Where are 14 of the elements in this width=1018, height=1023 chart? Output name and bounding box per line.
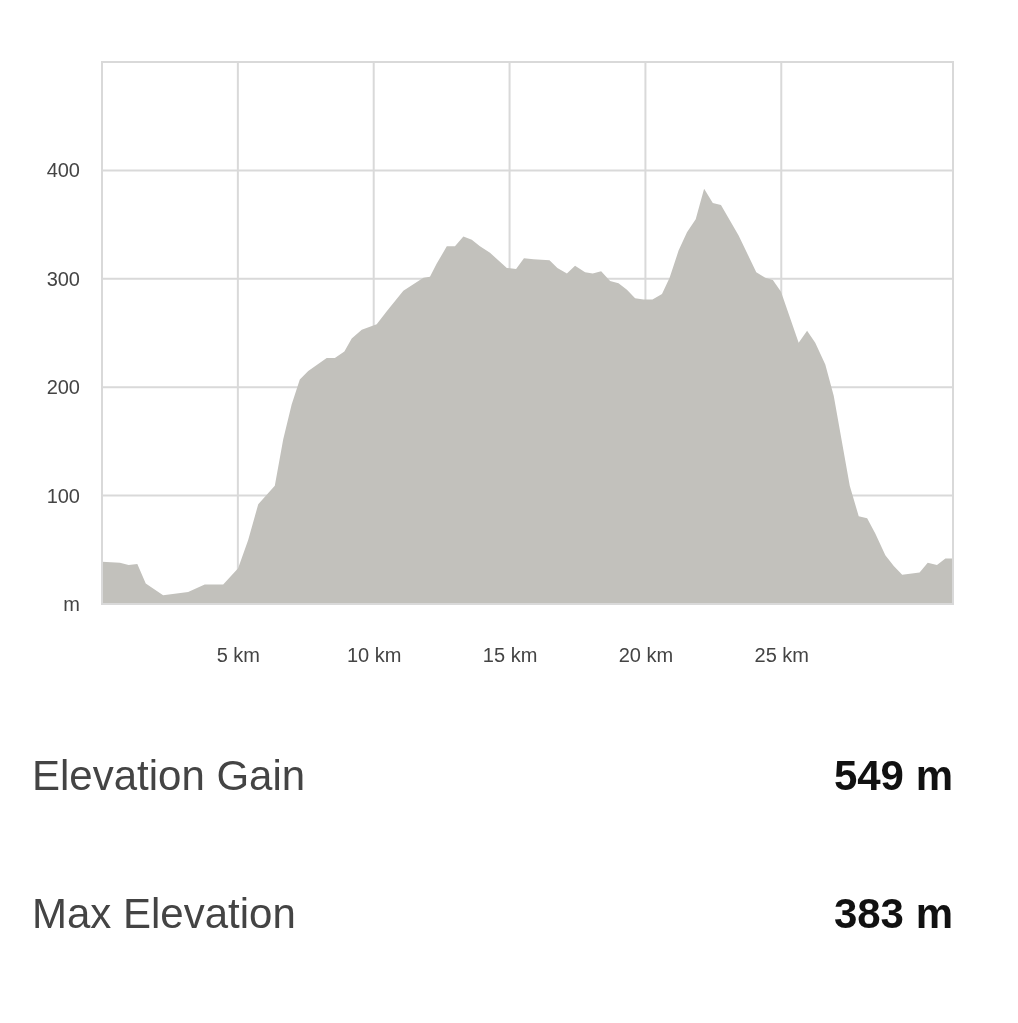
text: 383 m (833, 890, 953, 937)
x-tick-label: 15 km (482, 644, 538, 667)
text: Elevation Gain (32, 752, 306, 799)
y-tick-label: m (63, 592, 80, 615)
text: 549 m (833, 752, 953, 799)
y-tick-label: 100 (46, 484, 80, 507)
x-tick-label: 5 km (216, 644, 261, 667)
x-tick-label: 20 km (618, 644, 674, 667)
y-tick-label: 400 (46, 159, 80, 182)
y-tick-label: 200 (46, 376, 80, 399)
y-tick-label: 300 (46, 267, 80, 290)
x-tick-label: 25 km (754, 644, 810, 667)
x-tick-label: 10 km (346, 644, 402, 667)
text: Max Elevation (32, 890, 296, 937)
